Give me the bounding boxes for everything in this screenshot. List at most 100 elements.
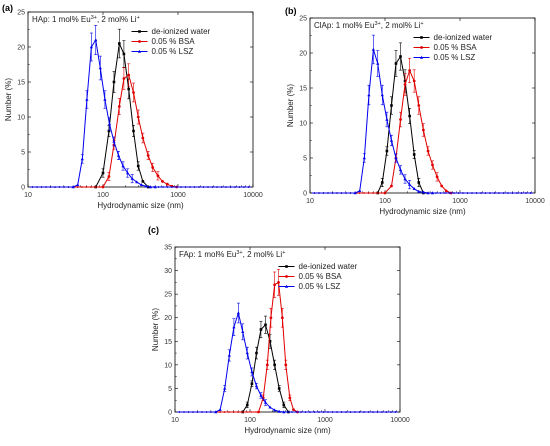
baseline-marker <box>178 411 181 413</box>
x-axis-label: Hydrodynamic size (nm) <box>379 207 466 216</box>
chart-panel-2: (b) 0 5 10 15 20 25 10 100 1000 10000 Hydrodynamic … <box>285 6 545 216</box>
series-2: 0.05 % BSA <box>177 269 398 414</box>
baseline-marker <box>45 186 47 188</box>
data-point <box>146 154 150 157</box>
data-point <box>426 191 430 195</box>
baseline-marker <box>291 411 293 413</box>
y-tick-label: 30 <box>164 268 172 275</box>
series-3: 0.05 % LSZ <box>30 24 251 189</box>
baseline-marker <box>390 411 392 413</box>
baseline-marker <box>202 186 205 188</box>
y-tick-label: 0 <box>168 410 172 417</box>
data-point <box>139 183 143 187</box>
data-point <box>417 189 421 193</box>
data-point <box>273 408 277 412</box>
y-tick-label: 20 <box>17 45 25 52</box>
sample-annotation: HAp: 1 mol% Eu3+, 2 mol% Li+ <box>32 15 140 24</box>
baseline-marker <box>216 186 218 188</box>
baseline-marker <box>507 192 509 194</box>
data-point <box>101 171 105 175</box>
baseline-marker <box>243 186 245 188</box>
y-axis-label: Number (%) <box>4 78 13 121</box>
baseline-marker <box>327 411 329 413</box>
baseline-marker <box>166 186 169 188</box>
baseline-marker <box>192 411 194 413</box>
data-point <box>398 168 403 172</box>
x-tick-label: 10 <box>306 198 314 205</box>
x-tick-label: 10000 <box>525 198 545 205</box>
legend-label: 0.05 % LSZ <box>299 282 341 291</box>
data-point <box>98 66 102 70</box>
legend-marker <box>419 55 424 59</box>
series-line <box>177 281 398 413</box>
y-tick-label: 35 <box>164 245 172 252</box>
baseline-marker <box>184 186 187 188</box>
baseline-marker <box>246 411 248 413</box>
chart-panel-1: (a) 0 5 10 15 20 25 10 100 1000 10000 Hydrodynamic … <box>2 3 263 210</box>
data-point <box>165 182 169 186</box>
plot-frame <box>174 246 401 413</box>
y-tick-label: 10 <box>299 121 307 128</box>
data-point <box>376 61 380 65</box>
baseline-marker <box>520 192 523 194</box>
data-point <box>130 176 134 180</box>
data-point <box>112 139 116 143</box>
baseline-marker <box>207 186 209 188</box>
annotation-superscript: + <box>420 21 423 27</box>
baseline-marker <box>31 186 34 188</box>
data-point <box>107 129 111 133</box>
panel-label: (b) <box>285 6 297 16</box>
data-point <box>132 129 135 133</box>
annotation-text: , 2 mol% Li <box>381 21 421 30</box>
data-point <box>71 185 75 189</box>
baseline-marker <box>345 192 347 194</box>
legend-marker <box>420 46 423 49</box>
baseline-marker <box>336 411 338 413</box>
y-tick-label: 25 <box>17 10 25 17</box>
baseline-marker <box>210 411 212 413</box>
y-tick-label: 25 <box>164 292 172 299</box>
baseline-marker <box>331 192 334 194</box>
data-point <box>223 386 227 390</box>
data-point <box>259 393 263 397</box>
baseline-marker <box>381 192 383 194</box>
baseline-marker <box>525 192 527 194</box>
data-point <box>127 73 131 77</box>
data-point <box>144 184 148 188</box>
baseline-marker <box>40 186 43 188</box>
y-tick-label: 5 <box>21 150 25 157</box>
data-point <box>394 62 398 65</box>
baseline-marker <box>313 411 316 413</box>
data-point <box>277 409 281 413</box>
data-point <box>399 55 402 58</box>
data-point <box>277 280 280 284</box>
data-point <box>394 156 398 160</box>
legend-marker <box>285 275 288 278</box>
baseline-marker <box>327 192 329 194</box>
legend-label: 0.05 % BSA <box>434 43 478 52</box>
series-2: 0.05 % BSA <box>30 37 251 189</box>
data-point <box>250 382 254 386</box>
data-point <box>236 311 240 315</box>
y-tick-label: 5 <box>303 156 307 163</box>
baseline-marker <box>493 192 496 194</box>
data-point <box>107 122 112 126</box>
y-tick-label: 15 <box>164 339 172 346</box>
y-tick-label: 15 <box>17 80 25 87</box>
x-tick-label: 1000 <box>317 417 333 424</box>
baseline-marker <box>162 186 164 188</box>
baseline-marker <box>300 411 302 413</box>
y-tick-label: 0 <box>21 185 25 192</box>
baseline-marker <box>480 192 482 194</box>
series-line <box>177 323 398 413</box>
series-line <box>312 49 533 194</box>
baseline-marker <box>99 186 101 188</box>
data-point <box>227 353 231 357</box>
x-axis-label: Hydrodynamic size (nm) <box>97 201 184 210</box>
baseline-marker <box>157 186 160 188</box>
data-point <box>135 180 139 184</box>
data-point <box>380 93 384 97</box>
y-tick-label: 0 <box>303 191 307 198</box>
sample-annotation: FAp: 1 mol% Eu3+, 2 mol% Li+ <box>179 250 285 259</box>
baseline-marker <box>175 186 178 188</box>
